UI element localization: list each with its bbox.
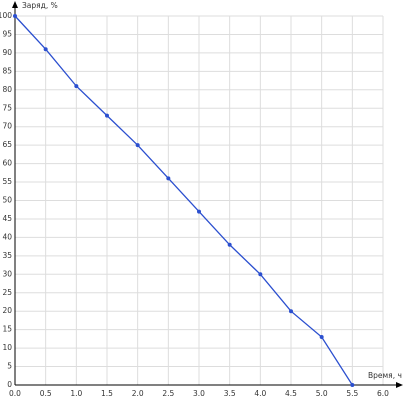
y-tick-label: 0 xyxy=(7,380,12,389)
y-tick-label: 40 xyxy=(2,232,12,241)
data-point xyxy=(227,242,232,247)
data-point xyxy=(258,272,263,277)
y-tick-label: 80 xyxy=(2,85,12,94)
y-tick-label: 60 xyxy=(2,159,12,168)
y-tick-label: 85 xyxy=(2,66,12,75)
y-tick-label: 20 xyxy=(2,306,12,315)
y-tick-label: 100 xyxy=(0,11,12,20)
y-tick-label: 35 xyxy=(2,251,12,260)
y-tick-label: 65 xyxy=(2,140,12,149)
y-tick-label: 30 xyxy=(2,269,12,278)
x-tick-label: 2.5 xyxy=(162,389,174,398)
y-tick-label: 15 xyxy=(2,325,12,334)
x-tick-label: 0.0 xyxy=(9,389,21,398)
x-tick-label: 1.0 xyxy=(70,389,82,398)
y-tick-label: 50 xyxy=(2,196,12,205)
x-tick-label: 4.5 xyxy=(285,389,297,398)
data-point xyxy=(166,176,171,181)
y-tick-label: 75 xyxy=(2,103,12,112)
y-axis-arrow xyxy=(12,1,18,8)
y-tick-label: 45 xyxy=(2,214,12,223)
x-tick-label: 3.0 xyxy=(193,389,205,398)
y-tick-label: 5 xyxy=(7,362,12,371)
x-axis-arrow xyxy=(396,382,403,388)
data-point xyxy=(289,309,293,314)
data-point xyxy=(319,335,324,340)
x-tick-label: 1.5 xyxy=(101,389,113,398)
x-tick-label: 3.5 xyxy=(224,389,236,398)
y-tick-label: 90 xyxy=(2,48,12,57)
data-point xyxy=(105,113,109,118)
data-line xyxy=(14,15,353,386)
x-tick-label: 4.0 xyxy=(254,389,266,398)
y-tick-label: 70 xyxy=(2,122,12,131)
x-tick-label: 6.0 xyxy=(377,389,389,398)
data-point xyxy=(13,14,17,18)
y-tick-label: 25 xyxy=(2,288,12,297)
data-point xyxy=(135,143,140,148)
y-tick-label: 10 xyxy=(2,343,12,352)
x-tick-label: 0.5 xyxy=(40,389,52,398)
data-point xyxy=(43,47,48,52)
data-point xyxy=(74,84,79,89)
y-axis-label: Заряд, % xyxy=(22,1,58,10)
y-tick-label: 55 xyxy=(2,177,12,186)
x-axis-label: Время, ч xyxy=(368,371,402,380)
x-tick-label: 2.0 xyxy=(132,389,144,398)
x-tick-label: 5.5 xyxy=(346,389,358,398)
data-point xyxy=(197,209,201,214)
x-tick-label: 5.0 xyxy=(316,389,328,398)
y-tick-label: 95 xyxy=(2,29,12,38)
data-point xyxy=(350,383,355,387)
